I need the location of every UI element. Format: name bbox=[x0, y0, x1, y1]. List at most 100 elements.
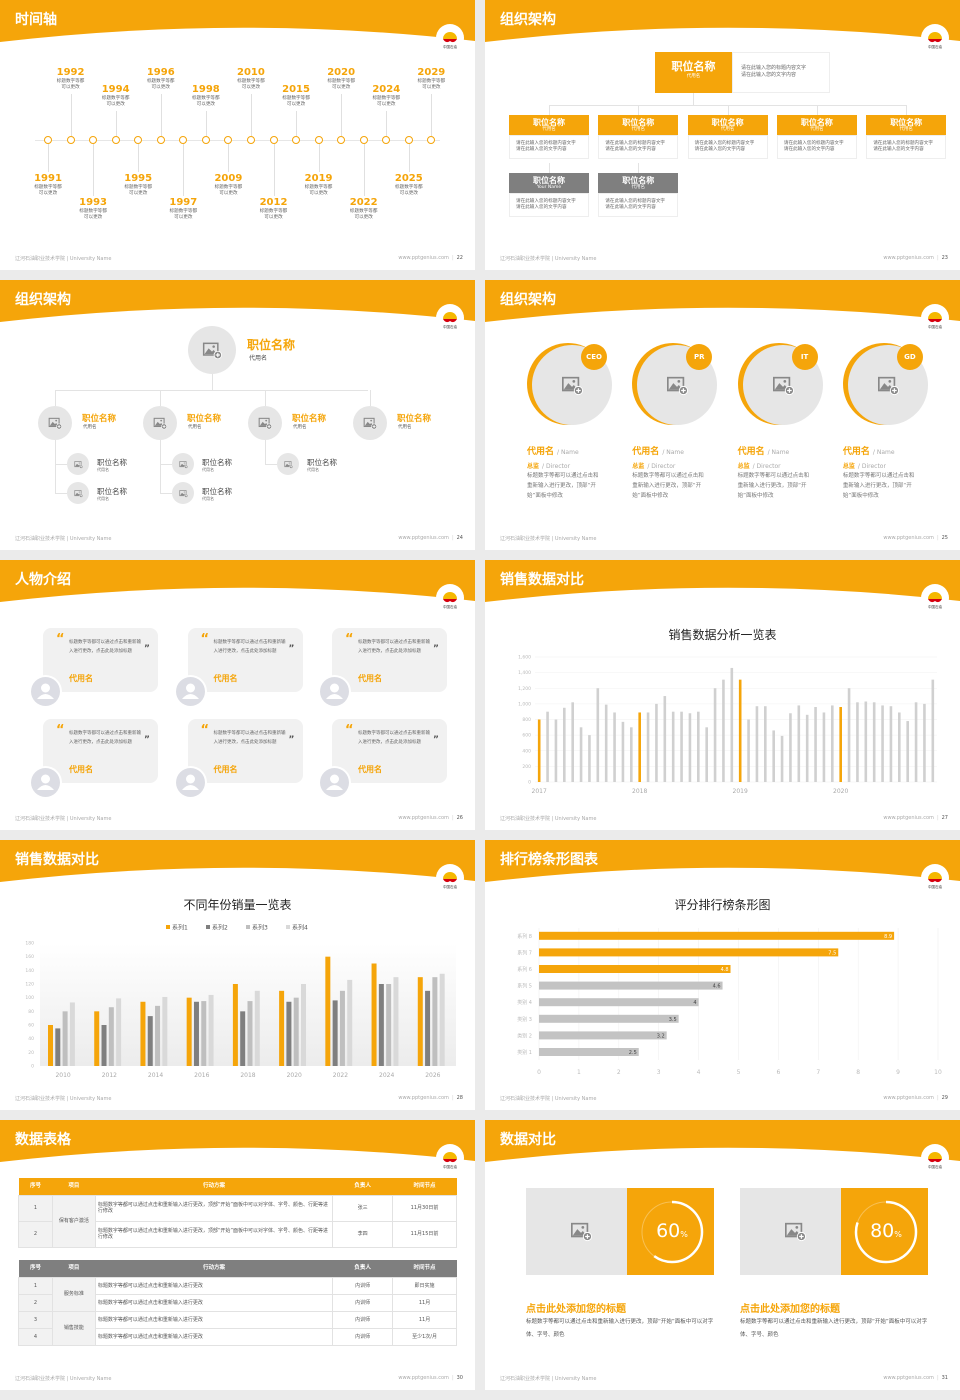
timeline-node[interactable] bbox=[359, 136, 368, 144]
timeline-event: 2019 标题数字等都 可以更改 bbox=[293, 173, 344, 197]
y-tick-label: 0 bbox=[528, 780, 531, 786]
bar bbox=[831, 705, 834, 782]
timeline-node[interactable] bbox=[404, 136, 413, 144]
position-body: 请在此输入您的标题内容文字 请在此输入您的文字内容 bbox=[598, 135, 679, 159]
event-desc: 标题数字等都 bbox=[146, 79, 175, 84]
timeline-node[interactable] bbox=[179, 136, 188, 144]
slide-24[interactable]: 组织架构 中国石油 辽河石油职业技术学院 | University Name www.… bbox=[0, 280, 475, 550]
timeline-node[interactable] bbox=[246, 136, 255, 144]
y-tick-label: 200 bbox=[522, 764, 531, 770]
cell-plan: 标题数字等都可以通过点击和重新输入进行更改 bbox=[94, 1327, 334, 1346]
connector-line bbox=[160, 390, 161, 406]
ring-progress bbox=[640, 1200, 704, 1264]
logo-shell-bottom bbox=[928, 599, 942, 603]
cell-owner: 李四 bbox=[332, 1220, 394, 1248]
slide-30[interactable]: 数据表格 中国石油 辽河石油职业技术学院 | University Name www.… bbox=[0, 1120, 475, 1390]
bar bbox=[839, 707, 842, 782]
logo: 中国石油 bbox=[436, 24, 464, 52]
slide-29[interactable]: 排行榜条形图表 中国石油 辽河石油职业技术学院 | University Name w… bbox=[485, 840, 960, 1110]
table-row: 2 标题数字等都可以通过点击和重新输入进行更改 内训师 11月 bbox=[18, 1293, 457, 1312]
bar bbox=[539, 998, 699, 1007]
quote-close-icon: ” bbox=[288, 644, 295, 654]
position-sub: 代用名 bbox=[97, 467, 109, 472]
timeline-node[interactable] bbox=[89, 136, 98, 144]
avatar-head bbox=[41, 683, 50, 693]
quote-close-icon: ” bbox=[433, 644, 439, 654]
position-sub: 代用名 bbox=[202, 496, 214, 501]
connector-line bbox=[549, 105, 906, 106]
timeline-node[interactable] bbox=[269, 136, 278, 144]
timeline-node[interactable] bbox=[201, 136, 210, 144]
bar-系列1 bbox=[232, 984, 238, 1066]
frame bbox=[48, 417, 60, 428]
slide-title: 时间轴 bbox=[15, 12, 57, 28]
avatar-body bbox=[181, 785, 199, 790]
timeline-node[interactable] bbox=[382, 136, 391, 144]
timeline-node[interactable] bbox=[292, 136, 301, 144]
page-number: 31 bbox=[941, 1375, 948, 1381]
footer-university: 辽河石油职业技术学院 | University Name bbox=[500, 1096, 597, 1102]
image-placeholder-icon bbox=[772, 376, 794, 396]
logo-shell-top bbox=[928, 592, 942, 599]
slide-27[interactable]: 销售数据对比 中国石油 辽河石油职业技术学院 | University Name ww… bbox=[485, 560, 960, 830]
member-name-en: / Name bbox=[662, 449, 684, 456]
y-tick-label: 1,600 bbox=[518, 655, 531, 661]
cell-time: 即日实施 bbox=[392, 1276, 457, 1295]
timeline-node[interactable] bbox=[134, 136, 143, 144]
timeline-node[interactable] bbox=[44, 136, 52, 144]
event-year: 2009 bbox=[214, 173, 243, 184]
sales-chart: 0 200 400 600 800 1,000 1,200 1,400 1,600 2017 201… bbox=[518, 655, 937, 795]
position-sub: 代用名 bbox=[97, 496, 109, 501]
legend-swatch bbox=[286, 925, 290, 929]
avatar-circle bbox=[172, 453, 194, 475]
position-title: 职位名称 bbox=[711, 118, 744, 127]
data-label: 3.5 bbox=[669, 1017, 677, 1023]
position-sub: 代用名 bbox=[202, 467, 214, 472]
slide-22[interactable]: 时间轴 中国石油 辽河石油职业技术学院 | University Name www.p… bbox=[0, 0, 475, 270]
timeline-node[interactable] bbox=[427, 136, 436, 144]
timeline-node[interactable] bbox=[66, 136, 75, 144]
connector-line bbox=[55, 464, 67, 465]
slide-26[interactable]: 人物介绍 中国石油 辽河石油职业技术学院 | University Name www.… bbox=[0, 560, 475, 830]
timeline-node[interactable] bbox=[314, 136, 323, 144]
slide-23[interactable]: 组织架构 中国石油 辽河石油职业技术学院 | University Name www.… bbox=[485, 0, 960, 270]
timeline-node[interactable] bbox=[111, 136, 120, 144]
logo-shell-top bbox=[928, 312, 942, 319]
page-number: 28 bbox=[456, 1095, 463, 1101]
y-tick-label: 120 bbox=[25, 982, 34, 988]
x-tick-label: 4 bbox=[697, 1069, 701, 1076]
slide-28[interactable]: 销售数据对比 中国石油 辽河石油职业技术学院 | University Name ww… bbox=[0, 840, 475, 1110]
position-sub: 代用名 bbox=[542, 127, 556, 132]
slide-25[interactable]: 组织架构 中国石油 辽河石油职业技术学院 | University Name www.… bbox=[485, 280, 960, 550]
position-sub: 代用名 bbox=[631, 185, 646, 190]
timeline-node[interactable] bbox=[337, 136, 346, 144]
event-year: 2025 bbox=[394, 173, 423, 184]
footer-separator: | bbox=[451, 535, 454, 541]
event-year: 2012 bbox=[259, 197, 288, 208]
position-sub: Your Name bbox=[536, 185, 562, 190]
bar bbox=[663, 696, 667, 782]
timeline-node[interactable] bbox=[224, 136, 233, 144]
progress-ring bbox=[640, 1200, 704, 1264]
position-title: 职位名称 bbox=[622, 118, 655, 127]
bar bbox=[797, 705, 801, 782]
bar bbox=[914, 702, 918, 782]
bar bbox=[539, 1014, 679, 1023]
image-placeholder-icon bbox=[73, 460, 83, 469]
desc-line: 请在此输入您的文字内容 bbox=[873, 147, 924, 152]
page-number: 24 bbox=[456, 535, 463, 541]
slide-31[interactable]: 数据对比 中国石油 辽河石油职业技术学院 | University Name www.… bbox=[485, 1120, 960, 1390]
header-band bbox=[0, 840, 475, 882]
plus bbox=[786, 388, 792, 393]
x-tick-label: 2018 bbox=[632, 788, 647, 795]
cell-plan: 标题数字等都可以通过点击和重新输入进行更改，顶部“开始”面板中可以对字体、字号、… bbox=[94, 1220, 334, 1248]
timeline-node[interactable] bbox=[156, 136, 165, 144]
header-wave bbox=[485, 1120, 960, 1162]
user-avatar-icon bbox=[175, 677, 205, 706]
bar bbox=[539, 981, 723, 990]
mountain bbox=[284, 463, 291, 466]
person-name: 代用名 bbox=[69, 674, 93, 683]
logo-text: 中国石油 bbox=[928, 324, 942, 329]
position-body: 请在此输入您的标题内容文字 请在此输入您的文字内容 bbox=[776, 135, 857, 159]
bar bbox=[872, 702, 876, 782]
